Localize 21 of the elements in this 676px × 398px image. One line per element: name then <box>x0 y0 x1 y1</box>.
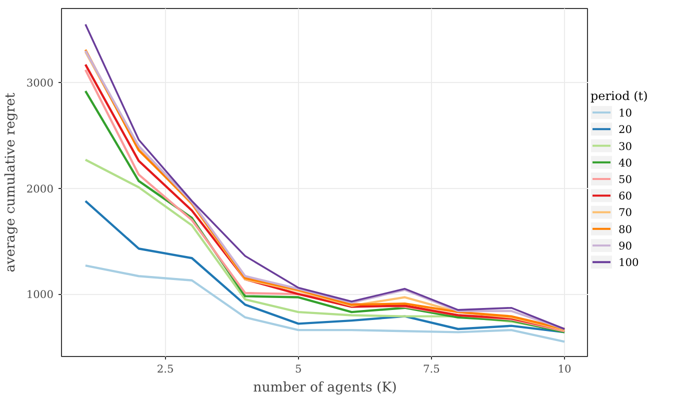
line-series <box>84 264 566 343</box>
legend-label: 30 <box>618 140 632 153</box>
legend-label: 90 <box>618 239 632 252</box>
legend-label: 100 <box>618 256 640 270</box>
y-tick-label: 3000 <box>26 76 54 90</box>
x-tick-label: 7.5 <box>422 362 440 376</box>
x-tick-label: 5 <box>294 362 302 376</box>
x-axis-title: number of agents (K) <box>253 380 397 396</box>
legend-title: period (t) <box>590 88 648 103</box>
legend-label: 20 <box>618 123 632 136</box>
legend-label: 60 <box>618 190 632 203</box>
y-axis-title: average cumulative regret <box>3 92 18 272</box>
x-tick-label: 2.5 <box>156 362 174 376</box>
legend-label: 70 <box>618 206 632 220</box>
legend-label: 40 <box>618 156 632 170</box>
legend-label: 80 <box>618 222 632 236</box>
y-tick-label: 2000 <box>26 182 54 196</box>
x-tick-label: 10 <box>558 362 572 376</box>
legend-label: 50 <box>618 173 632 186</box>
y-tick-label: 1000 <box>26 288 54 302</box>
legend-label: 10 <box>618 106 632 120</box>
